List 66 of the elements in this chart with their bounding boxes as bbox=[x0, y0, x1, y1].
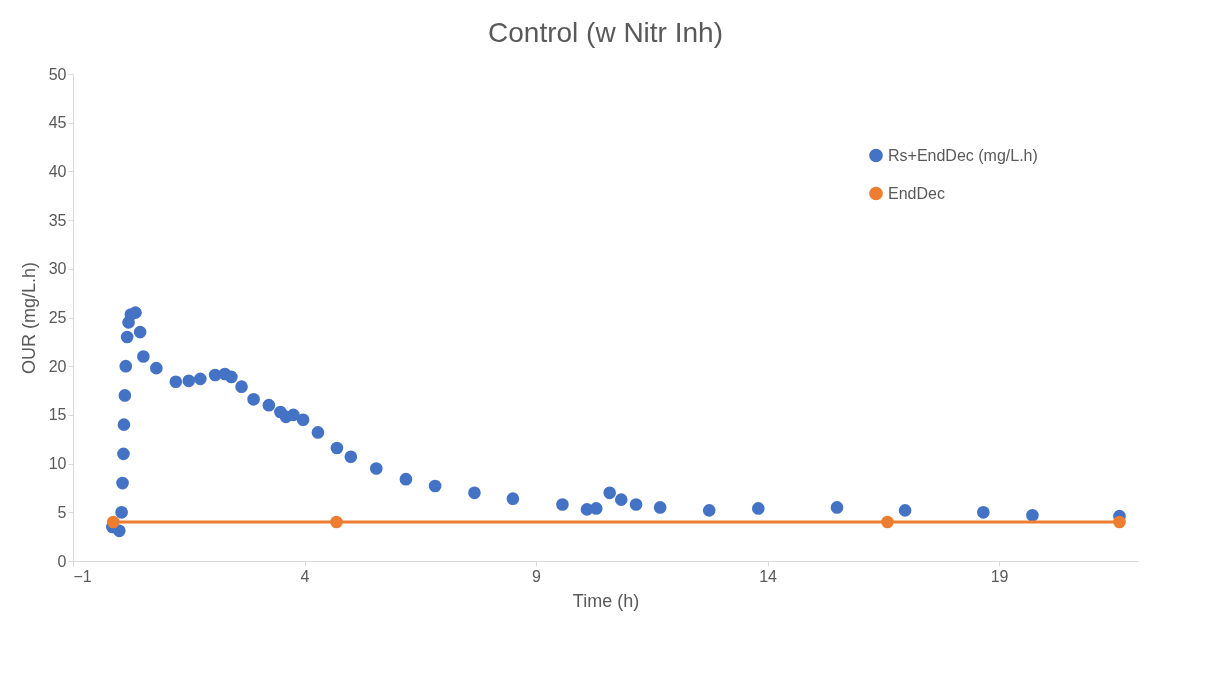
x-tick-label: 9 bbox=[532, 567, 542, 585]
point bbox=[344, 450, 358, 464]
y-axis-title: OUR (mg/L.h) bbox=[18, 261, 39, 375]
x-tick-label: 14 bbox=[759, 567, 778, 585]
point bbox=[629, 498, 643, 511]
point bbox=[556, 498, 569, 511]
point bbox=[118, 389, 132, 402]
x-tick-label: 19 bbox=[990, 567, 1009, 585]
point bbox=[120, 330, 134, 344]
point bbox=[428, 479, 442, 493]
y-tick-label: 5 bbox=[57, 503, 67, 521]
point bbox=[129, 306, 142, 319]
point bbox=[116, 476, 129, 490]
point bbox=[898, 504, 912, 517]
y-tick-label: 50 bbox=[48, 65, 67, 83]
y-tick-label: 30 bbox=[48, 260, 67, 278]
x-tick-label: 4 bbox=[300, 567, 310, 585]
y-tick-label: 20 bbox=[48, 357, 67, 375]
point bbox=[311, 426, 325, 439]
point bbox=[287, 408, 300, 422]
point bbox=[881, 515, 894, 529]
point bbox=[702, 504, 716, 517]
point bbox=[115, 505, 128, 519]
point bbox=[262, 398, 276, 412]
point bbox=[751, 502, 765, 515]
point bbox=[106, 515, 120, 529]
point bbox=[169, 375, 183, 389]
legend-label: Rs+EndDec (mg/L.h) bbox=[888, 146, 1038, 164]
point bbox=[182, 374, 196, 388]
point bbox=[296, 413, 310, 427]
point bbox=[117, 418, 131, 431]
y-tick-label: 10 bbox=[48, 455, 67, 473]
point bbox=[506, 492, 520, 505]
point bbox=[830, 501, 844, 514]
y-tick-label: 0 bbox=[57, 552, 67, 570]
point bbox=[977, 505, 990, 519]
point bbox=[194, 372, 207, 386]
point bbox=[589, 502, 603, 515]
point bbox=[330, 441, 344, 455]
y-tick-label: 25 bbox=[48, 309, 67, 326]
point bbox=[653, 501, 667, 514]
y-tick-label: 45 bbox=[48, 114, 67, 132]
point bbox=[399, 472, 413, 486]
chart-title: Control (w Nitr Inh) bbox=[488, 17, 723, 48]
point bbox=[225, 370, 238, 384]
x-axis-title: Time (h) bbox=[572, 590, 640, 611]
point bbox=[614, 493, 628, 506]
y-tick-label: 15 bbox=[48, 406, 67, 424]
point bbox=[603, 486, 616, 500]
point bbox=[235, 380, 248, 393]
point bbox=[468, 486, 481, 500]
point bbox=[119, 359, 133, 373]
point bbox=[112, 524, 126, 538]
point bbox=[1113, 515, 1126, 529]
y-tick-label: 35 bbox=[48, 211, 67, 229]
point bbox=[330, 515, 343, 529]
point bbox=[247, 393, 260, 406]
point bbox=[133, 325, 147, 339]
point bbox=[117, 447, 130, 461]
point bbox=[137, 350, 150, 363]
legend-label: EndDec bbox=[888, 184, 945, 202]
point bbox=[369, 462, 383, 475]
x-tick-label: −1 bbox=[73, 567, 92, 585]
point bbox=[150, 361, 163, 375]
point bbox=[1026, 508, 1039, 522]
y-tick-label: 40 bbox=[48, 162, 67, 180]
